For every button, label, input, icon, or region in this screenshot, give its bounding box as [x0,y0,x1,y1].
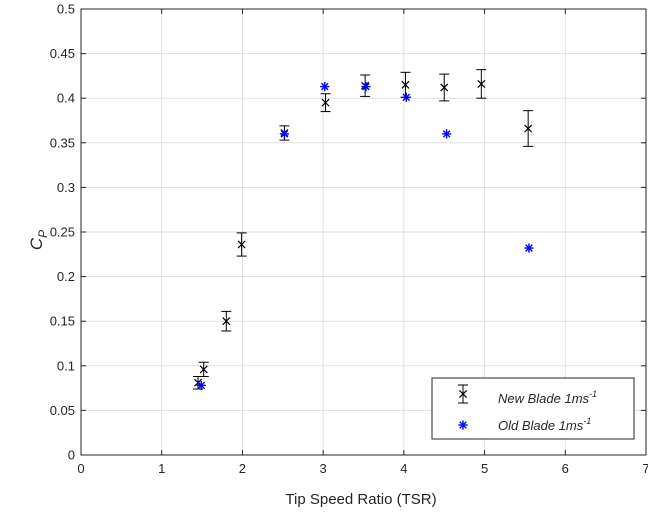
x-marker [477,79,486,88]
data-point [198,361,209,378]
y-tick-label: 0.1 [57,358,75,373]
data-point [320,93,331,113]
data-point [320,82,330,92]
asterisk-marker [197,381,206,390]
y-tick-label: 0.15 [50,314,75,329]
legend-asterisk-marker [459,421,467,429]
x-tick-label: 3 [320,461,327,476]
axes [80,8,647,456]
x-tick-label: 6 [562,461,569,476]
x-tick-label: 0 [77,461,84,476]
legend-label-old-blade-sup: -1 [583,416,591,426]
y-tick-label: 0.5 [57,2,75,17]
data-point [442,129,452,139]
y-tick-label: 0.45 [50,46,75,61]
legend-label-old-blade-text: Old Blade 1ms [498,418,584,433]
y-axis-label: CP [27,230,50,250]
y-tick-label: 0.25 [50,225,75,240]
data-point [439,73,450,102]
series-old-blade [196,82,534,391]
y-tick-label: 0.4 [57,91,75,106]
legend-marker-old-blade [458,420,468,430]
x-tick-label: 1 [158,461,165,476]
asterisk-marker [442,130,451,138]
legend-box [431,377,635,440]
x-marker [199,365,208,374]
asterisk-marker [362,82,370,91]
data-point [401,92,411,102]
data-point [524,243,534,253]
legend-x-marker [458,389,468,399]
asterisk-marker [280,130,289,138]
legend-label-new-blade: New Blade 1ms-1 [498,389,597,406]
y-axis-label-subscript: P [36,230,50,238]
legend-label-new-blade-text: New Blade 1ms [498,391,590,406]
legend-marker-new-blade [458,384,468,404]
data-point [221,310,232,332]
y-tick-label: 0.35 [50,135,75,150]
data-point [523,110,534,147]
data-point [476,69,487,99]
data-point [361,82,371,92]
asterisk-marker [402,93,411,102]
y-tick-label: 0.05 [50,403,75,418]
y-axis-label-main: C [27,237,46,250]
legend-label-new-blade-sup: -1 [589,389,597,399]
series-new-blade [193,69,534,390]
data-point [196,380,206,391]
x-tick-label: 2 [239,461,246,476]
y-tick-label: 0 [68,448,75,463]
x-marker [237,240,246,249]
asterisk-marker [525,244,533,252]
x-marker [440,83,449,92]
plot-area [193,69,534,391]
data-point [279,129,289,139]
data-point [236,232,247,257]
legend-label-old-blade: Old Blade 1ms-1 [498,416,591,433]
legend: New Blade 1ms-1 Old Blade 1ms-1 [431,377,635,440]
x-marker [222,317,231,326]
x-marker [524,124,533,133]
x-marker [321,98,330,107]
y-tick-label: 0.3 [57,180,75,195]
y-tick-label: 0.2 [57,269,75,284]
x-tick-label: 7 [642,461,648,476]
x-marker [401,80,410,89]
asterisk-marker [320,82,329,91]
x-axis-label: Tip Speed Ratio (TSR) [285,491,436,508]
x-tick-label: 5 [481,461,488,476]
x-tick-label: 4 [400,461,407,476]
tick-labels: 0 1 2 3 4 5 6 7 0 0.05 0.1 0.15 0.2 0.25 0.3 0.35 0.4 0.4… [50,2,648,477]
